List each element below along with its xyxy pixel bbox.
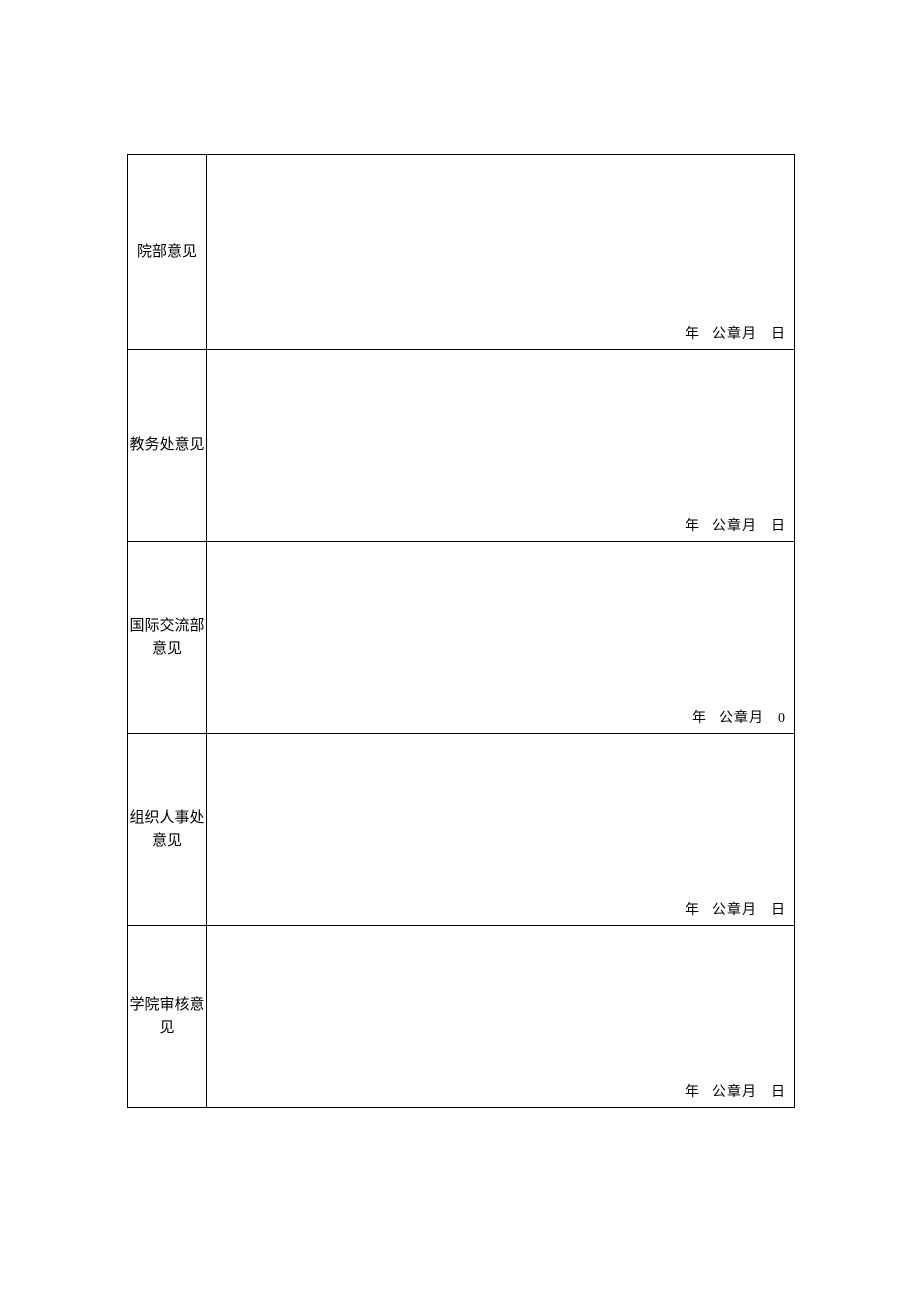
- stamp-date-line: 年公章月日: [685, 1081, 786, 1101]
- month-label: 月: [749, 707, 764, 727]
- year-label: 年: [685, 1081, 700, 1101]
- month-label: 月: [742, 1081, 757, 1101]
- approval-label-cell: 学院审核意见: [128, 926, 207, 1108]
- page: 院部意见年公章月日教务处意见年公章月日国际交流部意见年公章月0组织人事处意见年公…: [0, 0, 920, 1301]
- year-label: 年: [692, 707, 707, 727]
- approval-content-cell: 年公章月日: [207, 350, 795, 542]
- table-row: 教务处意见年公章月日: [128, 350, 795, 542]
- day-label: 日: [771, 899, 786, 919]
- day-label: 日: [771, 1081, 786, 1101]
- approval-label-cell: 教务处意见: [128, 350, 207, 542]
- stamp-label: 公章: [712, 323, 742, 343]
- stamp-label: 公章: [712, 515, 742, 535]
- stamp-date-line: 年公章月日: [685, 899, 786, 919]
- approval-table: 院部意见年公章月日教务处意见年公章月日国际交流部意见年公章月0组织人事处意见年公…: [127, 154, 795, 1108]
- table-row: 院部意见年公章月日: [128, 155, 795, 350]
- approval-content-cell: 年公章月日: [207, 155, 795, 350]
- month-label: 月: [742, 899, 757, 919]
- year-label: 年: [685, 899, 700, 919]
- year-label: 年: [685, 323, 700, 343]
- table-row: 组织人事处意见年公章月日: [128, 734, 795, 926]
- month-label: 月: [742, 515, 757, 535]
- approval-content-cell: 年公章月日: [207, 734, 795, 926]
- stamp-date-line: 年公章月0: [692, 707, 786, 727]
- table-row: 学院审核意见年公章月日: [128, 926, 795, 1108]
- year-label: 年: [685, 515, 700, 535]
- month-label: 月: [742, 323, 757, 343]
- day-label: 日: [771, 323, 786, 343]
- day-label: 日: [771, 515, 786, 535]
- stamp-label: 公章: [712, 1081, 742, 1101]
- table-row: 国际交流部意见年公章月0: [128, 542, 795, 734]
- stamp-label: 公章: [719, 707, 749, 727]
- approval-content-cell: 年公章月0: [207, 542, 795, 734]
- approval-label-cell: 组织人事处意见: [128, 734, 207, 926]
- approval-content-cell: 年公章月日: [207, 926, 795, 1108]
- day-label: 0: [778, 711, 786, 727]
- stamp-label: 公章: [712, 899, 742, 919]
- approval-label-cell: 院部意见: [128, 155, 207, 350]
- stamp-date-line: 年公章月日: [685, 323, 786, 343]
- approval-label-cell: 国际交流部意见: [128, 542, 207, 734]
- stamp-date-line: 年公章月日: [685, 515, 786, 535]
